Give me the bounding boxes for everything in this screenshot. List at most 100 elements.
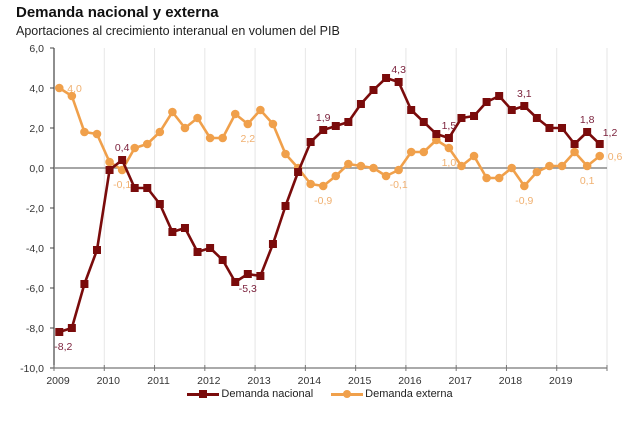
data-label: -0,1	[113, 179, 131, 191]
data-point-externa	[444, 143, 454, 153]
data-point-externa	[406, 147, 416, 157]
data-point-externa	[582, 161, 592, 171]
data-point-nacional	[105, 166, 114, 174]
x-tick-label: 2014	[298, 375, 322, 387]
data-point-externa	[557, 161, 567, 171]
data-label: 1,0	[442, 157, 457, 169]
y-tick-label: -10,0	[20, 363, 44, 375]
legend-label: Demanda externa	[365, 388, 453, 400]
data-point-externa	[419, 147, 429, 157]
data-label: -0,9	[314, 195, 332, 207]
data-point-externa	[205, 133, 215, 143]
data-point-nacional	[482, 98, 491, 106]
data-label: 2,2	[241, 133, 256, 145]
data-point-externa	[193, 113, 202, 123]
data-point-nacional	[281, 202, 290, 210]
data-point-externa	[369, 163, 378, 173]
data-point-nacional	[306, 138, 315, 146]
data-point-externa	[520, 181, 529, 191]
data-point-nacional	[595, 140, 604, 148]
data-label: 0,1	[580, 175, 595, 187]
data-label: -8,2	[54, 341, 72, 353]
data-label: 1,9	[316, 112, 331, 124]
x-tick-label: 2017	[449, 375, 473, 387]
x-tick-label: 2012	[197, 375, 221, 387]
data-point-externa	[532, 167, 542, 177]
data-label: -5,3	[239, 283, 257, 295]
data-point-nacional	[55, 328, 64, 336]
data-point-externa	[457, 161, 466, 171]
legend: Demanda nacional Demanda externa	[0, 388, 640, 400]
data-point-nacional	[206, 244, 215, 252]
x-tick-label: 2011	[147, 375, 170, 387]
data-point-externa	[570, 147, 579, 157]
data-point-nacional	[294, 168, 303, 176]
y-tick-label: -4,0	[26, 243, 44, 255]
data-label: -0,1	[390, 179, 408, 191]
data-point-externa	[482, 173, 491, 183]
data-point-nacional	[432, 130, 441, 138]
data-label: 1,8	[580, 114, 595, 126]
data-point-nacional	[558, 124, 567, 132]
data-point-nacional	[520, 102, 529, 110]
data-point-externa	[318, 181, 328, 191]
data-point-externa	[306, 179, 315, 189]
data-point-nacional	[495, 92, 504, 100]
data-point-nacional	[394, 78, 403, 86]
data-point-nacional	[118, 156, 127, 164]
legend-item-demanda-nacional[interactable]: Demanda nacional	[187, 388, 313, 400]
data-point-nacional	[369, 86, 378, 94]
data-point-nacional	[457, 114, 466, 122]
data-point-nacional	[545, 124, 554, 132]
y-tick-label: 6,0	[29, 43, 44, 55]
data-point-nacional	[80, 280, 89, 288]
data-label: 1,5	[442, 120, 457, 132]
data-point-externa	[507, 163, 517, 173]
data-label: -0,9	[515, 195, 533, 207]
data-point-nacional	[319, 126, 328, 134]
data-point-nacional	[243, 270, 252, 278]
chart-subtitle: Aportaciones al crecimiento interanual e…	[16, 24, 340, 38]
data-point-nacional	[193, 248, 202, 256]
series-layer	[54, 74, 605, 336]
data-point-nacional	[532, 114, 541, 122]
data-point-nacional	[407, 106, 416, 114]
data-point-externa	[67, 91, 77, 101]
data-point-nacional	[67, 324, 76, 332]
data-point-nacional	[470, 112, 479, 120]
data-point-externa	[356, 161, 366, 171]
circle-marker-icon	[331, 388, 364, 400]
data-point-nacional	[218, 256, 227, 264]
legend-item-demanda-externa[interactable]: Demanda externa	[331, 388, 453, 400]
data-label: 4,0	[67, 83, 82, 95]
data-point-nacional	[356, 100, 365, 108]
data-label: 0,4	[115, 142, 130, 154]
data-point-nacional	[168, 228, 177, 236]
data-point-nacional	[419, 118, 428, 126]
x-tick-label: 2009	[46, 375, 70, 387]
y-tick-label: -6,0	[26, 283, 44, 295]
data-point-externa	[180, 123, 190, 133]
data-point-nacional	[331, 122, 340, 130]
square-marker-icon	[187, 388, 220, 400]
x-tick-label: 2016	[398, 375, 422, 387]
data-point-externa	[268, 119, 278, 129]
data-point-nacional	[155, 200, 164, 208]
data-point-externa	[142, 139, 152, 149]
y-tick-label: -8,0	[26, 323, 44, 335]
data-point-nacional	[92, 246, 101, 254]
data-point-nacional	[130, 184, 139, 192]
x-tick-label: 2013	[247, 375, 271, 387]
y-tick-label: -2,0	[26, 203, 44, 215]
data-point-nacional	[180, 224, 189, 232]
data-point-externa	[54, 83, 64, 93]
data-point-externa	[545, 161, 554, 171]
data-point-externa	[80, 127, 89, 137]
gridlines	[103, 48, 608, 368]
series-line-demanda-externa	[58, 86, 601, 188]
data-point-nacional	[143, 184, 152, 192]
x-tick-label: 2018	[499, 375, 523, 387]
data-label: 0,6	[608, 151, 623, 163]
